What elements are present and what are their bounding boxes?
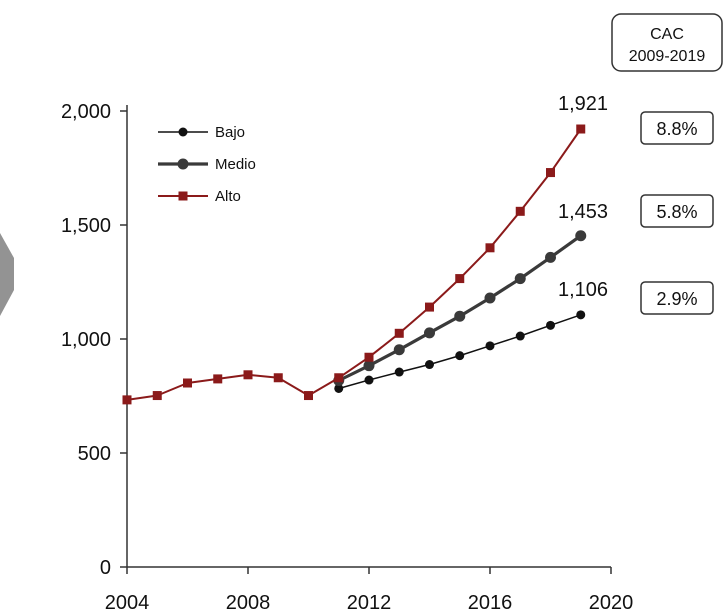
- legend-label-medio: Medio: [215, 156, 256, 173]
- data-point-medio: [363, 360, 375, 372]
- x-tick-label: 2012: [347, 592, 392, 614]
- data-point-medio: [454, 310, 466, 322]
- data-point-bajo: [364, 375, 374, 385]
- data-point-alto: [243, 370, 253, 380]
- data-point-alto: [576, 124, 586, 134]
- y-tick-label: 500: [78, 443, 111, 465]
- data-point-alto: [122, 395, 132, 405]
- data-point-medio: [424, 327, 435, 339]
- data-point-alto: [455, 274, 465, 284]
- y-tick-label: 1,500: [61, 215, 111, 237]
- data-point-bajo: [455, 351, 465, 361]
- data-point-bajo: [425, 360, 434, 370]
- x-tick-label: 2016: [468, 592, 513, 614]
- data-point-medio: [575, 230, 587, 242]
- data-point-alto: [334, 373, 344, 383]
- cac-header-box: [611, 13, 723, 72]
- x-tick-label: 2020: [589, 592, 634, 614]
- data-point-alto: [364, 352, 374, 362]
- x-tick-label: 2004: [105, 592, 150, 614]
- data-point-bajo: [485, 341, 495, 351]
- data-point-bajo: [394, 367, 404, 377]
- legend-label-bajo: Bajo: [215, 124, 245, 141]
- legend-label-alto: Alto: [215, 188, 241, 205]
- cagr-box: [640, 194, 714, 228]
- side-arrow-icon: [0, 233, 14, 316]
- y-tick-label: 0: [100, 557, 111, 579]
- data-point-bajo: [334, 383, 344, 393]
- data-point-alto: [546, 168, 555, 178]
- data-point-alto: [213, 374, 223, 384]
- data-point-alto: [183, 378, 192, 388]
- legend-marker-bajo: [178, 127, 188, 137]
- end-value-label: 1,453: [558, 201, 608, 223]
- data-point-alto: [485, 243, 495, 253]
- data-point-medio: [393, 344, 405, 356]
- y-tick-label: 1,000: [61, 329, 111, 351]
- data-point-medio: [484, 292, 496, 304]
- cagr-box: [640, 111, 714, 145]
- data-point-bajo: [576, 310, 586, 320]
- data-point-alto: [515, 206, 525, 216]
- data-point-alto: [425, 302, 434, 312]
- cagr-box: [640, 281, 714, 315]
- data-point-alto: [394, 328, 404, 338]
- cagr-value: 5.8%: [656, 202, 697, 222]
- end-value-label: 1,921: [558, 93, 608, 115]
- data-point-bajo: [515, 331, 525, 341]
- end-value-label: 1,106: [558, 279, 608, 301]
- series-line-alto: [126, 128, 582, 401]
- data-point-medio: [514, 273, 526, 285]
- legend-marker-medio: [177, 158, 189, 170]
- y-tick-label: 2,000: [61, 101, 111, 123]
- data-point-alto: [152, 391, 162, 401]
- data-point-alto: [304, 391, 313, 401]
- data-point-medio: [545, 251, 556, 263]
- x-tick-label: 2008: [226, 592, 271, 614]
- data-point-bajo: [546, 320, 555, 330]
- legend-marker-alto: [178, 191, 188, 201]
- cagr-value: 2.9%: [656, 289, 697, 309]
- data-point-alto: [273, 373, 283, 383]
- cac-header-line: CAC: [650, 26, 684, 43]
- cagr-value: 8.8%: [656, 119, 697, 139]
- cac-header-line: 2009-2019: [629, 48, 706, 65]
